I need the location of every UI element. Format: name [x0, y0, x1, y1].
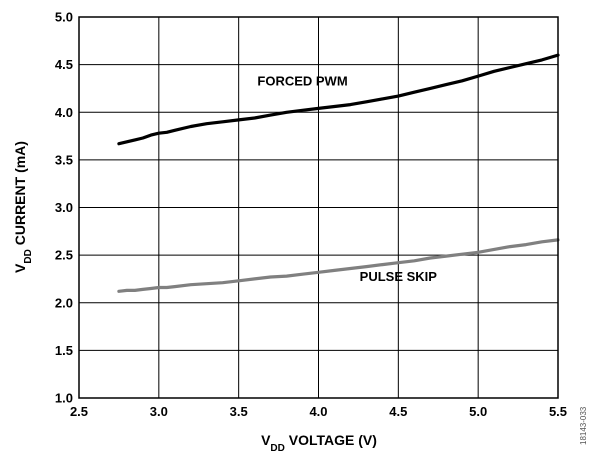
- x-tick-label: 5.5: [549, 404, 567, 419]
- x-tick-label: 4.5: [389, 404, 407, 419]
- x-tick-label: 2.5: [70, 404, 88, 419]
- grid-lines: [78, 16, 559, 399]
- y-tick-label: 4.5: [55, 57, 73, 72]
- series-layer: [117, 53, 560, 293]
- series-line-pulse-skip: [117, 238, 560, 293]
- series-label-forced-pwm: FORCED PWM: [257, 74, 347, 89]
- tick-labels: 2.5 3.0 3.5 4.0 4.5 5.0 5.5 1.0 1.5 2.0 2.5 3.0 3.5 4…: [55, 10, 567, 420]
- figure-id: 18143-033: [579, 406, 588, 445]
- y-tick-label: 5.0: [55, 10, 73, 25]
- y-tick-label: 4.0: [55, 105, 73, 120]
- x-tick-label: 3.0: [150, 404, 168, 419]
- series-labels: FORCED PWM PULSE SKIP: [257, 74, 437, 284]
- y-tick-label: 3.5: [55, 152, 73, 167]
- x-tick-label: 5.0: [469, 404, 487, 419]
- y-tick-label: 1.5: [55, 343, 73, 358]
- plot-frame: [78, 16, 559, 399]
- series-line-forced-pwm: [117, 53, 560, 146]
- y-tick-label: 3.0: [55, 200, 73, 215]
- y-tick-label: 2.5: [55, 248, 73, 263]
- x-tick-label: 4.0: [309, 404, 327, 419]
- y-axis-title: VDD CURRENT (mA): [12, 141, 34, 273]
- y-tick-label: 2.0: [55, 295, 73, 310]
- y-tick-label: 1.0: [55, 391, 73, 406]
- x-tick-label: 3.5: [230, 404, 248, 419]
- x-axis-title: VDD VOLTAGE (V): [261, 432, 377, 453]
- series-label-pulse-skip: PULSE SKIP: [360, 269, 438, 284]
